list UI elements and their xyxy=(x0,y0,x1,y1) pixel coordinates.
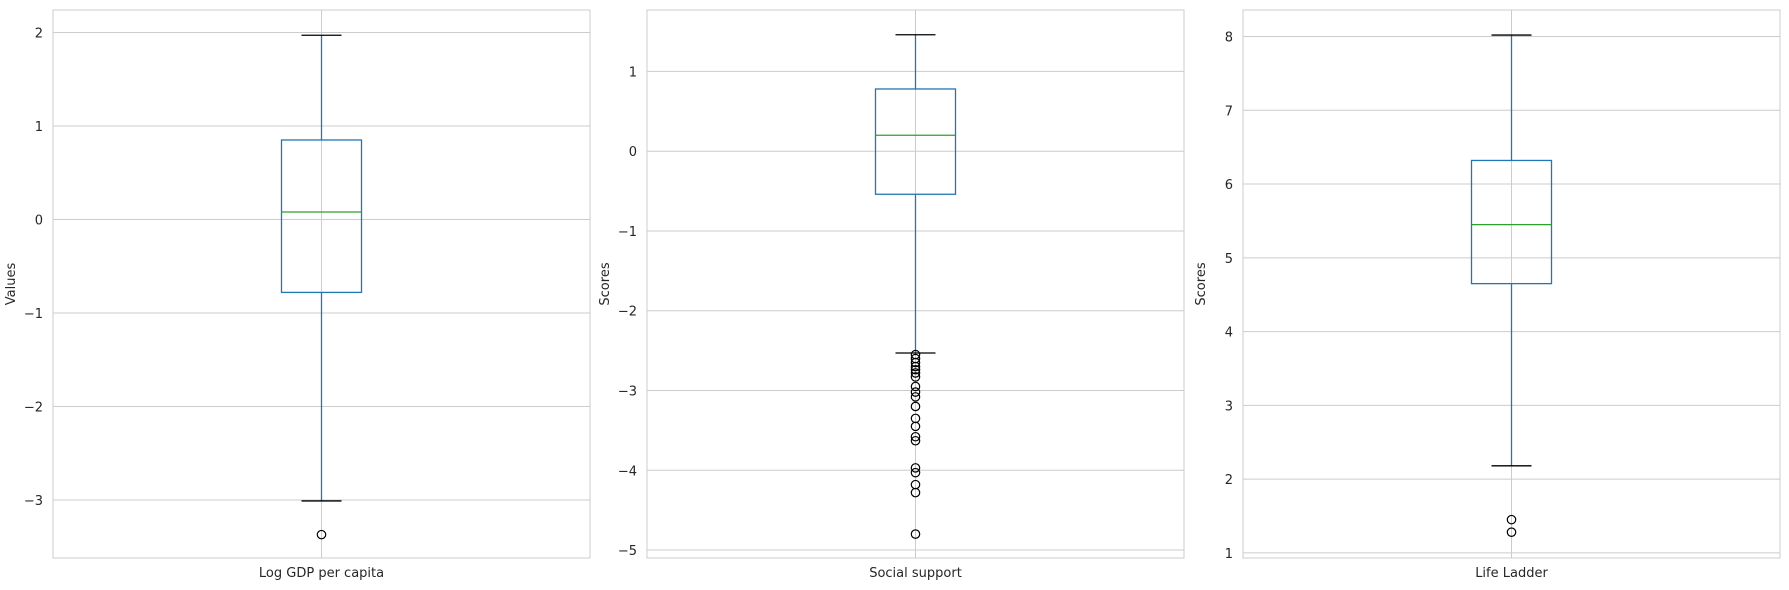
iqr-box xyxy=(280,139,363,294)
y-tick-label: −2 xyxy=(24,401,43,416)
y-tick-label: 6 xyxy=(1225,178,1233,193)
y-axis-label: Scores xyxy=(598,262,613,305)
outlier-point xyxy=(910,392,921,402)
x-tick-label: Log GDP per capita xyxy=(259,566,384,581)
iqr-box xyxy=(1470,159,1553,285)
outlier-point xyxy=(910,368,921,378)
boxplot-panel-2: −5 −4 −3 −2 −1 0 1 Social support Scores xyxy=(598,9,1185,581)
boxplot-panel-3: 1 2 3 4 5 6 7 8 Life Ladder Scores xyxy=(1194,9,1781,581)
y-tick-label: 2 xyxy=(1225,473,1233,488)
y-tick-label: 1 xyxy=(35,120,43,135)
y-tick-label: 2 xyxy=(35,26,43,41)
outlier-point xyxy=(316,529,327,540)
y-tick-label: 5 xyxy=(1225,252,1233,267)
outlier-point xyxy=(910,421,921,432)
outlier-point xyxy=(910,435,921,446)
y-axis-label: Values xyxy=(4,263,19,306)
outlier-point xyxy=(910,487,921,498)
y-axis-label: Scores xyxy=(1194,262,1209,305)
outlier-point xyxy=(910,372,921,382)
y-tick-label: 7 xyxy=(1225,104,1233,119)
y-tick-label: −1 xyxy=(24,307,43,322)
x-tick-label: Life Ladder xyxy=(1475,566,1548,581)
y-tick-label: 3 xyxy=(1225,399,1233,414)
y-tick-label: 4 xyxy=(1225,326,1233,341)
outlier-point xyxy=(910,467,921,478)
y-tick-label: −5 xyxy=(618,544,637,559)
y-tick-label: 8 xyxy=(1225,31,1233,46)
outlier-point xyxy=(910,387,921,397)
y-tick-label: −1 xyxy=(618,225,637,240)
y-tick-label: −4 xyxy=(618,464,637,479)
y-tick-label: 1 xyxy=(629,65,637,80)
outlier-point xyxy=(1506,527,1517,537)
outlier-point xyxy=(910,463,921,473)
outlier-point xyxy=(910,364,921,375)
axes-frame xyxy=(646,9,1185,559)
outlier-point xyxy=(910,431,921,442)
outlier-point xyxy=(910,357,921,368)
outlier-point xyxy=(910,361,921,372)
outlier-point xyxy=(910,529,921,539)
y-tick-label: −3 xyxy=(618,384,637,399)
axes-frame xyxy=(1242,9,1781,559)
axes-frame xyxy=(52,9,591,559)
y-tick-label: −3 xyxy=(24,494,43,509)
y-tick-label: 0 xyxy=(35,213,43,228)
y-tick-label: 1 xyxy=(1225,547,1233,562)
outlier-point xyxy=(1506,514,1517,525)
outlier-point xyxy=(910,401,921,412)
x-tick-label: Social support xyxy=(869,566,962,581)
y-tick-label: −2 xyxy=(618,305,637,320)
iqr-box xyxy=(874,88,957,195)
y-tick-label: 0 xyxy=(629,145,637,160)
boxplot-panel-1: −3 −2 −1 0 1 2 Log GDP per capita Values xyxy=(4,9,591,581)
outlier-point xyxy=(910,381,921,392)
